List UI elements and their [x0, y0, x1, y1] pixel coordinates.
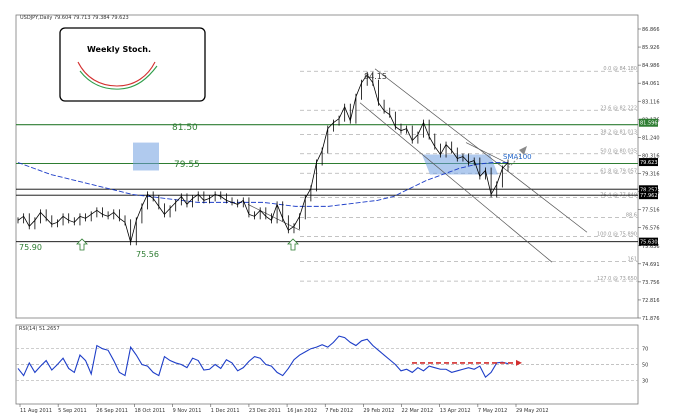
sma-line	[17, 162, 508, 207]
fib-label: 100.0 @ 75.890	[597, 231, 637, 237]
price-tag	[639, 185, 658, 194]
price-tag	[639, 237, 658, 246]
x-tick-label: 23 Dec 2011	[249, 408, 281, 414]
x-tick-label: 22 Mar 2012	[402, 408, 434, 414]
rsi-axis: 70 50 30	[642, 347, 648, 385]
price-line	[17, 74, 509, 244]
price-axis: 86.86685.92684.98684.06183.11682.17681.2…	[638, 27, 660, 322]
y-tick-label: 75.636	[642, 244, 660, 250]
sma-layer	[17, 162, 508, 207]
horizontal-levels-layer	[16, 124, 638, 243]
price-tag-label: 78.257	[640, 187, 658, 193]
x-tick-label: 9 Nov 2011	[173, 408, 202, 414]
projection-arrow-icon	[507, 153, 523, 169]
price-tag-label: 75.630	[640, 240, 658, 246]
arrow-head-icon	[519, 146, 527, 155]
y-tick-label: 85.926	[642, 45, 660, 51]
rsi-arrow-icon	[516, 359, 522, 366]
fib-label: 88.6	[626, 213, 637, 219]
annotations-layer: 84.15 75.90 75.56 81.50 79.55 SMA100	[19, 72, 532, 259]
trendline	[465, 142, 511, 165]
price-tag	[639, 191, 658, 200]
y-tick-label: 86.866	[642, 27, 660, 33]
fib-label: 127.0 @ 73.650	[597, 276, 637, 282]
price-layer	[17, 71, 509, 246]
y-tick-label: 73.756	[642, 280, 660, 286]
rsi-layer	[16, 335, 638, 381]
rsi-title: RSI(14) 51.2657	[19, 326, 60, 332]
y-tick-label: 84.061	[642, 81, 660, 87]
highlight-zone	[422, 154, 498, 175]
inset-title: Weekly Stoch.	[87, 45, 151, 54]
channel-lower	[359, 102, 553, 263]
x-tick-label: 11 Aug 2011	[20, 408, 52, 414]
highlight-zone	[133, 142, 159, 171]
x-tick-label: 7 Feb 2012	[325, 408, 353, 414]
x-tick-label: 26 Sep 2011	[96, 408, 128, 414]
price-tag	[639, 118, 658, 127]
y-tick-label: 74.691	[642, 262, 660, 268]
price-tag-label: 77.962	[640, 193, 658, 199]
up-arrow-icon	[287, 238, 299, 251]
fib-label: 0.0 @ 84.180	[603, 66, 637, 72]
sma-label: SMA100	[503, 153, 532, 161]
fib-label: 161	[627, 256, 637, 262]
x-tick-label: 13 Apr 2012	[440, 408, 471, 414]
highlight-zones-layer	[133, 142, 498, 175]
y-tick-label: 71.876	[642, 316, 660, 322]
x-tick-label: 29 Feb 2012	[363, 408, 394, 414]
y-tick-label: 80.316	[642, 153, 660, 159]
channel-lines-layer	[247, 68, 588, 263]
x-tick-label: 5 Sep 2011	[58, 408, 87, 414]
price-tag-label: 81.596	[640, 121, 658, 127]
rsi-tick-label: 50	[642, 363, 648, 369]
channel-upper	[374, 68, 588, 233]
fib-label: 50.0 @ 80.035	[600, 149, 637, 155]
up-arrow-icon	[76, 238, 88, 251]
fib-label: 61.8 @ 79.057	[600, 168, 637, 174]
y-tick-label: 72.816	[642, 298, 660, 304]
rsi-tick-label: 70	[642, 347, 648, 353]
weekly-stoch-inset: Weekly Stoch.	[59, 27, 206, 102]
x-tick-label: 29 May 2012	[516, 408, 549, 414]
pivot-label: 79.55	[174, 160, 200, 170]
y-tick-label: 83.116	[642, 99, 660, 105]
chart-title: USDJPY,Daily 79.604 79.713 79.384 79.623	[20, 15, 129, 21]
y-tick-label: 79.316	[642, 172, 660, 178]
price-tag	[639, 158, 658, 167]
fib-label: 23.6 @ 82.222	[600, 105, 637, 111]
stoch-green-curve	[79, 65, 158, 90]
x-tick-label: 18 Oct 2011	[134, 408, 165, 414]
y-tick-label: 76.576	[642, 226, 660, 232]
high-label: 84.15	[364, 72, 387, 81]
x-tick-label: 16 Jan 2012	[287, 408, 317, 414]
time-axis: 11 Aug 2011 5 Sep 2011 26 Sep 2011 18 Oct 2…	[19, 404, 549, 414]
main-panel-frame	[15, 14, 639, 319]
price-tag-label: 79.623	[640, 160, 658, 166]
rsi-line	[17, 335, 509, 379]
y-tick-label: 77.516	[642, 208, 660, 214]
low-mid-label: 75.56	[136, 250, 159, 259]
x-tick-label: 7 May 2012	[478, 408, 507, 414]
y-tick-label: 81.240	[642, 135, 660, 141]
x-tick-label: 1 Dec 2011	[211, 408, 240, 414]
y-tick-label: 84.986	[642, 63, 660, 69]
low-left-label: 75.90	[19, 243, 42, 252]
stoch-red-curve	[77, 61, 156, 87]
rsi-tick-label: 30	[642, 378, 648, 384]
fib-label: 38.2 @ 81.013	[600, 129, 637, 135]
resistance-label: 81.50	[172, 123, 198, 133]
trendline	[247, 204, 301, 231]
